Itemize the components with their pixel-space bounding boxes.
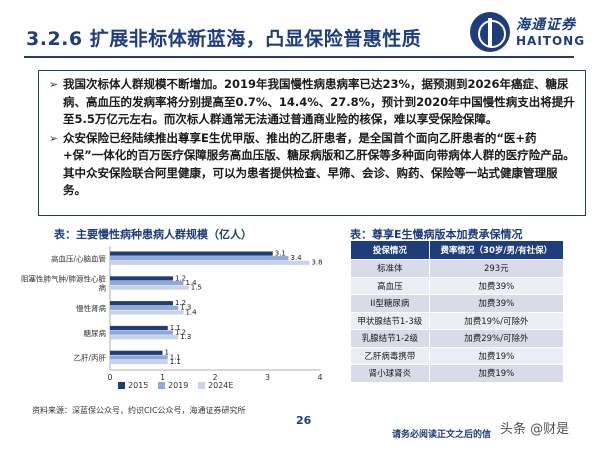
table-cell: 加费19%/可除外 bbox=[428, 311, 565, 330]
legend-swatch bbox=[198, 382, 205, 389]
data-label: 1.2 bbox=[175, 274, 186, 282]
data-label: 1.3 bbox=[180, 333, 191, 341]
disclaimer-text: 请务必阅读正文之后的信 bbox=[392, 430, 492, 440]
table-header-cell: 费率情况（30岁/男/有社保） bbox=[428, 240, 565, 260]
bullet-item: ➢ 我国次标体人群规模不断增加。2019年我国慢性病患病率已达23%，据预测到2… bbox=[49, 76, 575, 129]
category-label: 乙肝/丙肝 bbox=[73, 354, 106, 363]
x-tick-label: 2 bbox=[212, 373, 217, 382]
table-cell: 乙肝病毒携带 bbox=[350, 346, 430, 365]
bar bbox=[110, 350, 163, 355]
data-label: 1.3 bbox=[180, 304, 191, 312]
data-label: 1.1 bbox=[170, 358, 181, 366]
table-caption-text: 尊享E生慢病版本加费承保情况 bbox=[372, 228, 523, 241]
table-row: 高血压 加费39% bbox=[350, 276, 565, 295]
legend-label: 2015 bbox=[128, 381, 148, 390]
legend-label: 2019 bbox=[168, 381, 188, 390]
source-note: 资料来源：深蓝保公众号，约识CIC公众号，海通证券研究所 bbox=[32, 406, 246, 415]
table-row: 标准体 293元 bbox=[350, 259, 565, 278]
bar bbox=[110, 355, 168, 360]
table-caption: 表：尊享E生慢病版本加费承保情况 bbox=[350, 226, 523, 242]
checkmark-bullet-icon: ➢ bbox=[49, 78, 59, 91]
data-label: 1.1 bbox=[170, 324, 181, 332]
data-label: 1.4 bbox=[186, 308, 198, 316]
logo-chinese-text: 海通证券 bbox=[516, 17, 576, 33]
table-cell: 加费19% bbox=[428, 364, 565, 383]
data-label: 3.4 bbox=[291, 254, 303, 262]
category-label: 阻塞性肺气肿/肺源性心脏 bbox=[21, 274, 107, 284]
table-header-cell: 投保情况 bbox=[350, 240, 430, 260]
table-row: 肾小球肾炎 加费19% bbox=[350, 364, 565, 383]
category-label: 病 bbox=[99, 283, 107, 293]
legend-swatch bbox=[158, 382, 165, 389]
bar bbox=[110, 251, 273, 256]
table-row: 甲状腺结节1-3级 加费19%/可除外 bbox=[350, 311, 565, 330]
data-label: 1.2 bbox=[175, 299, 186, 307]
table-cell: 高血压 bbox=[350, 276, 430, 295]
table-cell: 加费39% bbox=[428, 294, 565, 313]
table-cell: II型糖尿病 bbox=[350, 294, 430, 313]
chart-caption: 表：主要慢性病种患病人群规模（亿人） bbox=[54, 226, 252, 242]
table-caption-lead: 表： bbox=[350, 228, 372, 241]
table-row: II型糖尿病 加费39% bbox=[350, 294, 565, 313]
bar bbox=[110, 325, 168, 331]
table-cell: 乳腺结节1-2级 bbox=[350, 329, 430, 348]
table-cell: 肾小球肾炎 bbox=[350, 364, 430, 383]
page-title: 3.2.6 扩展非标体新蓝海，凸显保险普惠性质 bbox=[26, 28, 422, 50]
x-tick-label: 3 bbox=[265, 373, 270, 382]
x-tick-label: 0 bbox=[107, 373, 112, 382]
data-label: 1.2 bbox=[175, 329, 186, 337]
chart-caption-text: 主要慢性病种患病人群规模（亿人） bbox=[76, 228, 252, 241]
bullet-text: 我国次标体人群规模不断增加。2019年我国慢性病患病率已达23%，据预测到202… bbox=[63, 77, 575, 126]
bar bbox=[110, 359, 168, 365]
bar bbox=[110, 280, 184, 286]
haitong-emblem-icon bbox=[470, 12, 510, 52]
chronic-disease-bar-chart: 0 1 2 3 4高血压/心脑血管3.13.43.8阻塞性肺气肿/肺源性心脏病1.21.… bbox=[21, 246, 323, 390]
table-row: 乳腺结节1-2级 加费29%/可除外 bbox=[350, 329, 565, 348]
bar bbox=[110, 285, 189, 290]
bar bbox=[110, 260, 310, 265]
bullet-text: 众安保险已经陆续推出尊享E生优甲版、推出的乙肝患者，是全国首个面向乙肝患者的“医… bbox=[63, 130, 575, 198]
legend-label: 2024E bbox=[208, 381, 233, 390]
page-number: 26 bbox=[296, 414, 312, 427]
category-label: 高血压/心脑血管 bbox=[51, 253, 107, 263]
category-label: 糖尿病 bbox=[84, 328, 107, 338]
table-cell: 标准体 bbox=[350, 259, 430, 278]
logo-english-text: HAITONG bbox=[516, 34, 586, 48]
table-cell: 加费29%/可除外 bbox=[428, 329, 565, 348]
watermark-text: 头条 @财是 bbox=[500, 422, 570, 437]
data-label: 3.8 bbox=[312, 259, 323, 267]
premium-table: 投保情况 费率情况（30岁/男/有社保） 标准体 293元 高血压 加费39% … bbox=[350, 240, 565, 383]
data-label: 1 bbox=[165, 349, 169, 357]
x-tick-label: 1 bbox=[160, 373, 165, 382]
bar bbox=[110, 330, 173, 335]
bullet-item: ➢ 众安保险已经陆续推出尊享E生优甲版、推出的乙肝患者，是全国首个面向乙肝患者的… bbox=[49, 130, 575, 200]
table-row: 乙肝病毒携带 加费19% bbox=[350, 346, 565, 365]
bar bbox=[110, 335, 179, 340]
table-cell: 加费39% bbox=[428, 276, 565, 295]
data-label: 1.5 bbox=[191, 284, 202, 292]
legend-swatch bbox=[118, 382, 125, 389]
haitong-logo: 海通证券 HAITONG bbox=[470, 10, 588, 54]
bar bbox=[110, 305, 179, 310]
bar bbox=[110, 276, 173, 281]
bar bbox=[110, 256, 289, 261]
chart-caption-lead: 表： bbox=[54, 228, 76, 241]
x-tick-label: 4 bbox=[317, 373, 322, 382]
data-label: 1.1 bbox=[170, 353, 181, 361]
checkmark-bullet-icon: ➢ bbox=[49, 131, 59, 145]
title-divider bbox=[24, 56, 574, 58]
table-cell: 甲状腺结节1-3级 bbox=[350, 311, 430, 330]
table-cell: 加费19% bbox=[428, 346, 565, 365]
summary-textbox: ➢ 我国次标体人群规模不断增加。2019年我国慢性病患病率已达23%，据预测到2… bbox=[38, 70, 586, 216]
category-label: 慢性肾病 bbox=[76, 303, 106, 313]
table-header-row: 投保情况 费率情况（30岁/男/有社保） bbox=[350, 240, 565, 260]
data-label: 3.1 bbox=[275, 250, 286, 258]
data-label: 1.4 bbox=[186, 279, 198, 287]
table-cell: 293元 bbox=[428, 259, 565, 278]
bar bbox=[110, 301, 173, 306]
bar bbox=[110, 310, 184, 315]
